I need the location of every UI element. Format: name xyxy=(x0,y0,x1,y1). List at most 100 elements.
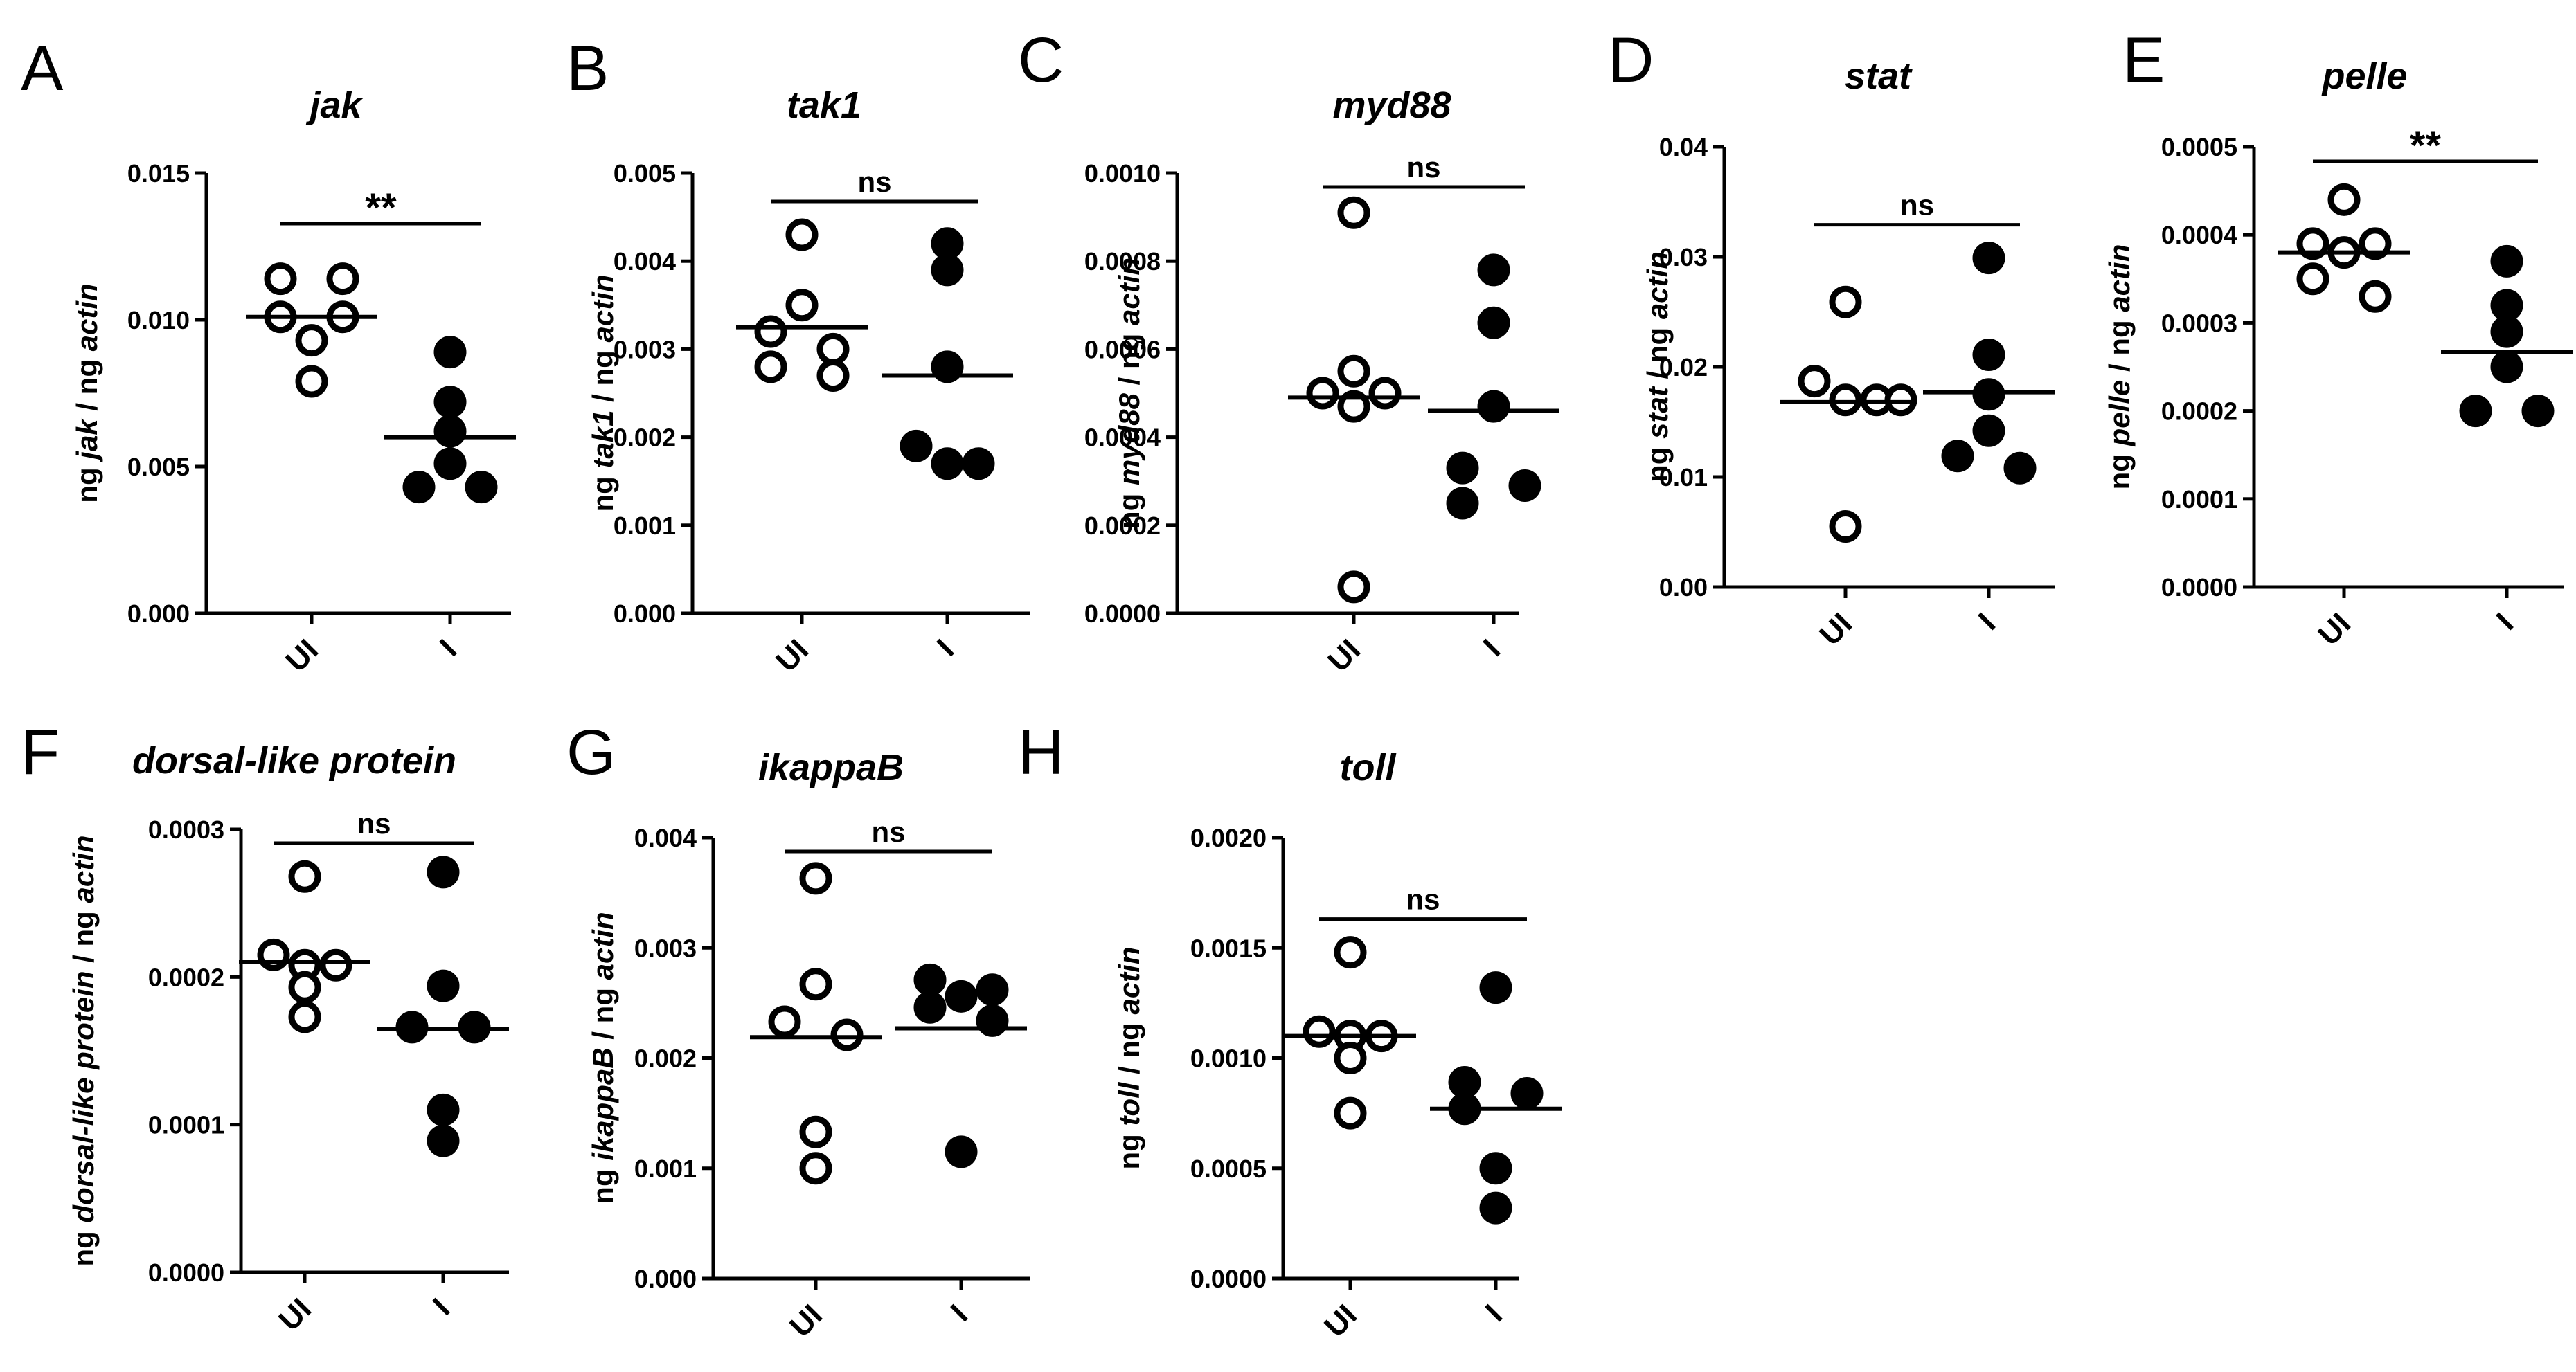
y-axis-label-prefix: ng xyxy=(587,1161,619,1204)
x-category-label: I xyxy=(1477,633,1507,662)
y-axis-label-suffix: / ng xyxy=(1113,1015,1145,1083)
data-point-i xyxy=(1972,339,2005,372)
x-category-label: UI xyxy=(2311,606,2357,652)
data-point-i xyxy=(945,980,978,1013)
data-point-i xyxy=(900,429,933,462)
y-axis-label-gene: myd88 xyxy=(1113,392,1145,485)
data-point-i xyxy=(931,447,964,480)
significance-label: ns xyxy=(1406,883,1440,916)
significance-label: ** xyxy=(2410,123,2442,168)
y-axis-label-suffix: / ng xyxy=(587,342,619,410)
data-point-ui xyxy=(1303,1015,1336,1048)
y-tick-label: 0.001 xyxy=(634,1155,697,1183)
data-point-i xyxy=(1972,414,2005,447)
x-category-label: I xyxy=(931,633,960,662)
y-tick-label: 0.000 xyxy=(127,599,190,628)
y-tick-label: 0.001 xyxy=(614,512,676,540)
data-point-ui xyxy=(2296,262,2329,296)
y-axis-label-ref: actin xyxy=(1113,258,1145,325)
y-tick-label: 0.0005 xyxy=(1190,1155,1267,1183)
data-point-ui xyxy=(1829,285,1862,318)
data-point-ui xyxy=(1798,365,1831,398)
significance-label: ns xyxy=(871,815,905,848)
data-point-i xyxy=(465,471,498,504)
y-tick-label: 0.003 xyxy=(634,934,697,962)
panel-title: tak1 xyxy=(787,84,861,126)
y-tick-label: 0.004 xyxy=(614,247,676,276)
y-axis-label-gene: pelle xyxy=(2103,380,2136,447)
data-point-i xyxy=(1446,487,1479,520)
y-tick-label: 0.005 xyxy=(614,159,676,188)
data-point-i xyxy=(2490,244,2523,278)
data-point-i xyxy=(427,969,460,1002)
data-point-i xyxy=(1972,378,2005,411)
data-point-ui xyxy=(288,1000,321,1033)
y-tick-label: 0.04 xyxy=(1659,133,1708,161)
data-point-i xyxy=(1508,469,1541,503)
y-axis-label-gene: tak1 xyxy=(587,410,619,468)
y-axis-label: ng ikappaB / ng actin xyxy=(587,912,619,1204)
data-point-i xyxy=(2490,350,2523,383)
y-tick-label: 0.0003 xyxy=(148,815,224,844)
x-category-label: UI xyxy=(769,633,815,678)
data-point-ui xyxy=(768,1005,801,1038)
data-point-i xyxy=(433,415,467,448)
y-axis-label: ng myd88 / ng actin xyxy=(1113,258,1145,529)
data-point-ui xyxy=(1884,383,1917,417)
panel-letter: E xyxy=(2122,25,2165,96)
y-tick-label: 0.002 xyxy=(614,424,676,452)
data-point-ui xyxy=(2296,227,2329,260)
x-category-label: UI xyxy=(1318,1298,1363,1344)
data-point-ui xyxy=(799,968,832,1001)
data-point-i xyxy=(427,856,460,889)
y-tick-label: 0.004 xyxy=(634,824,697,852)
data-point-i xyxy=(962,447,995,480)
y-tick-label: 0.0005 xyxy=(2161,133,2237,161)
data-point-i xyxy=(2459,395,2492,428)
y-axis-label-ref: actin xyxy=(587,274,619,342)
panel-letter: H xyxy=(1018,717,1064,788)
data-point-ui xyxy=(288,860,321,893)
panel-letter: G xyxy=(566,717,616,788)
panel-letter: B xyxy=(566,33,609,104)
y-axis-label-ref: actin xyxy=(1113,947,1145,1015)
y-axis-label-prefix: ng xyxy=(1641,439,1674,482)
data-point-ui xyxy=(799,862,832,895)
y-tick-label: 0.0004 xyxy=(1084,424,1161,452)
y-axis-label: ng tak1 / ng actin xyxy=(587,274,619,512)
y-axis-label-ref: actin xyxy=(67,835,100,903)
significance-label: ns xyxy=(1406,151,1440,183)
y-axis-label-suffix: / ng xyxy=(1113,325,1145,393)
data-point-i xyxy=(427,1124,460,1157)
y-axis-label-prefix: ng xyxy=(2103,446,2136,489)
data-point-ui xyxy=(1337,390,1370,423)
panel-title: jak xyxy=(305,84,364,126)
y-axis-label-gene: jak xyxy=(71,417,103,463)
y-tick-label: 0.010 xyxy=(127,306,190,334)
data-point-ui xyxy=(2359,280,2392,313)
data-point-i xyxy=(402,471,436,504)
data-point-ui xyxy=(2359,227,2392,260)
y-axis-label-prefix: ng xyxy=(67,1223,100,1267)
y-tick-label: 0.01 xyxy=(1659,463,1708,491)
x-category-label: UI xyxy=(279,633,325,678)
data-point-ui xyxy=(1829,510,1862,543)
y-axis-label-prefix: ng xyxy=(71,460,103,503)
data-point-ui xyxy=(785,218,819,251)
data-point-ui xyxy=(264,262,297,296)
data-point-i xyxy=(433,386,467,419)
y-tick-label: 0.0001 xyxy=(2161,485,2237,514)
data-point-i xyxy=(1972,242,2005,275)
data-point-i xyxy=(1479,971,1512,1004)
y-tick-label: 0.000 xyxy=(634,1265,697,1293)
y-axis-label-suffix: / ng xyxy=(1641,319,1674,387)
data-point-ui xyxy=(295,324,328,357)
data-point-ui xyxy=(830,1018,864,1051)
y-axis-label-prefix: ng xyxy=(587,469,619,512)
data-point-ui xyxy=(1337,196,1370,229)
panel-title: stat xyxy=(1845,55,1913,97)
